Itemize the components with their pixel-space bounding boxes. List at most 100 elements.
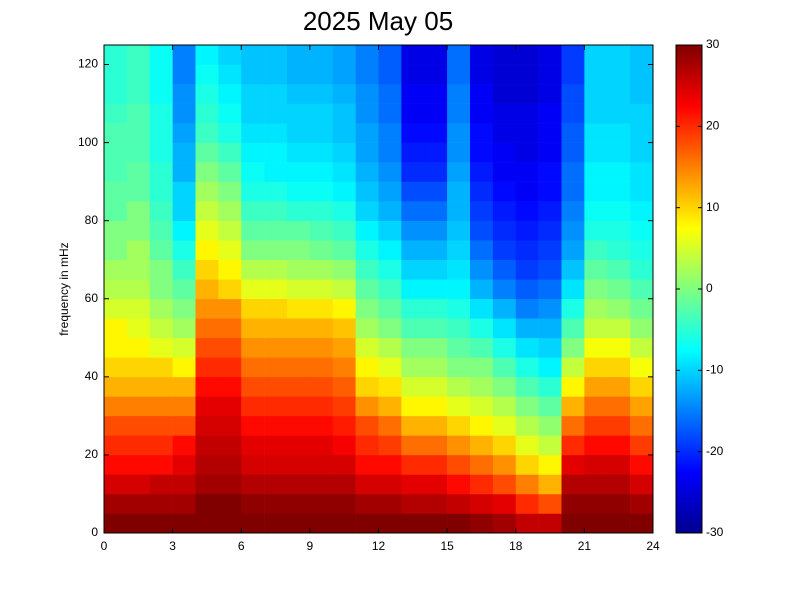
heatmap-cell: [332, 220, 356, 241]
heatmap-cell: [492, 435, 517, 456]
heatmap-cell: [309, 435, 334, 456]
heatmap-cell: [584, 415, 608, 436]
heatmap-cell: [104, 337, 128, 358]
colorbar-tick-label: -20: [706, 444, 724, 458]
heatmap-cell: [264, 318, 288, 339]
heatmap-cell: [378, 220, 402, 241]
heatmap-cell: [104, 142, 128, 163]
heatmap-cell: [561, 357, 585, 378]
heatmap-cell: [126, 454, 151, 475]
heatmap-cell: [264, 396, 288, 417]
heatmap-cell: [218, 493, 242, 514]
heatmap-cell: [241, 162, 265, 182]
heatmap-cell: [309, 415, 334, 436]
heatmap-cell: [447, 259, 471, 280]
heatmap-cell: [172, 454, 196, 475]
heatmap-cell: [630, 240, 654, 261]
heatmap-cell: [607, 142, 631, 163]
heatmap-cell: [447, 415, 471, 436]
heatmap-cell: [355, 318, 379, 339]
heatmap-cell: [584, 103, 608, 124]
heatmap-cell: [584, 337, 608, 358]
heatmap-cell: [561, 298, 585, 319]
heatmap-cell: [264, 376, 288, 397]
heatmap-cell: [218, 474, 242, 495]
heatmap-cell: [424, 474, 448, 495]
heatmap-cell: [218, 123, 242, 143]
heatmap-cell: [195, 201, 219, 221]
heatmap-cell: [607, 84, 631, 104]
heatmap-cell: [218, 337, 242, 358]
heatmap-cell: [378, 318, 402, 339]
heatmap-cell: [470, 396, 494, 417]
heatmap-cell: [309, 357, 334, 378]
heatmap-cell: [104, 162, 128, 182]
heatmap-cell: [607, 103, 631, 124]
heatmap-cell: [630, 103, 654, 124]
heatmap-cell: [332, 376, 356, 397]
heatmap-cell: [332, 298, 356, 319]
heatmap-cell: [332, 84, 356, 104]
heatmap-cell: [424, 376, 448, 397]
heatmap-cell: [424, 493, 448, 514]
heatmap-cell: [424, 201, 448, 221]
heatmap-cell: [287, 454, 311, 475]
heatmap-cell: [264, 240, 288, 261]
y-tick-label: 100: [78, 135, 98, 149]
heatmap-cell: [332, 162, 356, 182]
heatmap-cell: [241, 64, 265, 85]
heatmap-cells: [104, 45, 654, 534]
heatmap-cell: [401, 64, 425, 85]
heatmap-cell: [149, 162, 173, 182]
heatmap-cell: [287, 493, 311, 514]
heatmap-cell: [447, 84, 471, 104]
heatmap-cell: [218, 298, 242, 319]
heatmap-cell: [561, 259, 585, 280]
heatmap-cell: [195, 181, 219, 202]
heatmap-cell: [126, 64, 151, 85]
heatmap-cell: [447, 435, 471, 456]
heatmap-cell: [561, 220, 585, 241]
heatmap-cell: [104, 415, 128, 436]
heatmap-cell: [607, 415, 631, 436]
heatmap-cell: [424, 142, 448, 163]
heatmap-cell: [561, 474, 585, 495]
heatmap-cell: [561, 279, 585, 300]
heatmap-cell: [172, 415, 196, 436]
heatmap-cell: [149, 454, 173, 475]
heatmap-cell: [264, 357, 288, 378]
heatmap-cell: [126, 493, 151, 514]
heatmap-cell: [561, 396, 585, 417]
heatmap-cell: [538, 396, 562, 417]
heatmap-cell: [492, 64, 517, 85]
heatmap-cell: [287, 376, 311, 397]
heatmap-cell: [355, 454, 379, 475]
heatmap-cell: [378, 201, 402, 221]
heatmap-cell: [424, 298, 448, 319]
heatmap-cell: [584, 279, 608, 300]
heatmap-cell: [447, 162, 471, 182]
heatmap-cell: [492, 45, 517, 65]
heatmap-cell: [378, 474, 402, 495]
heatmap-cell: [538, 123, 562, 143]
heatmap-cell: [149, 142, 173, 163]
heatmap-cell: [287, 396, 311, 417]
heatmap-cell: [447, 103, 471, 124]
heatmap-cell: [378, 123, 402, 143]
heatmap-cell: [287, 337, 311, 358]
heatmap-cell: [607, 220, 631, 241]
heatmap-cell: [332, 513, 356, 534]
heatmap-cell: [126, 220, 151, 241]
heatmap-cell: [424, 103, 448, 124]
heatmap-cell: [287, 298, 311, 319]
heatmap-cell: [470, 513, 494, 534]
heatmap-cell: [264, 298, 288, 319]
heatmap-cell: [264, 279, 288, 300]
heatmap-cell: [172, 376, 196, 397]
heatmap-cell: [378, 357, 402, 378]
heatmap-cell: [492, 201, 517, 221]
heatmap-cell: [492, 318, 517, 339]
heatmap-cell: [309, 103, 334, 124]
heatmap-cell: [584, 435, 608, 456]
